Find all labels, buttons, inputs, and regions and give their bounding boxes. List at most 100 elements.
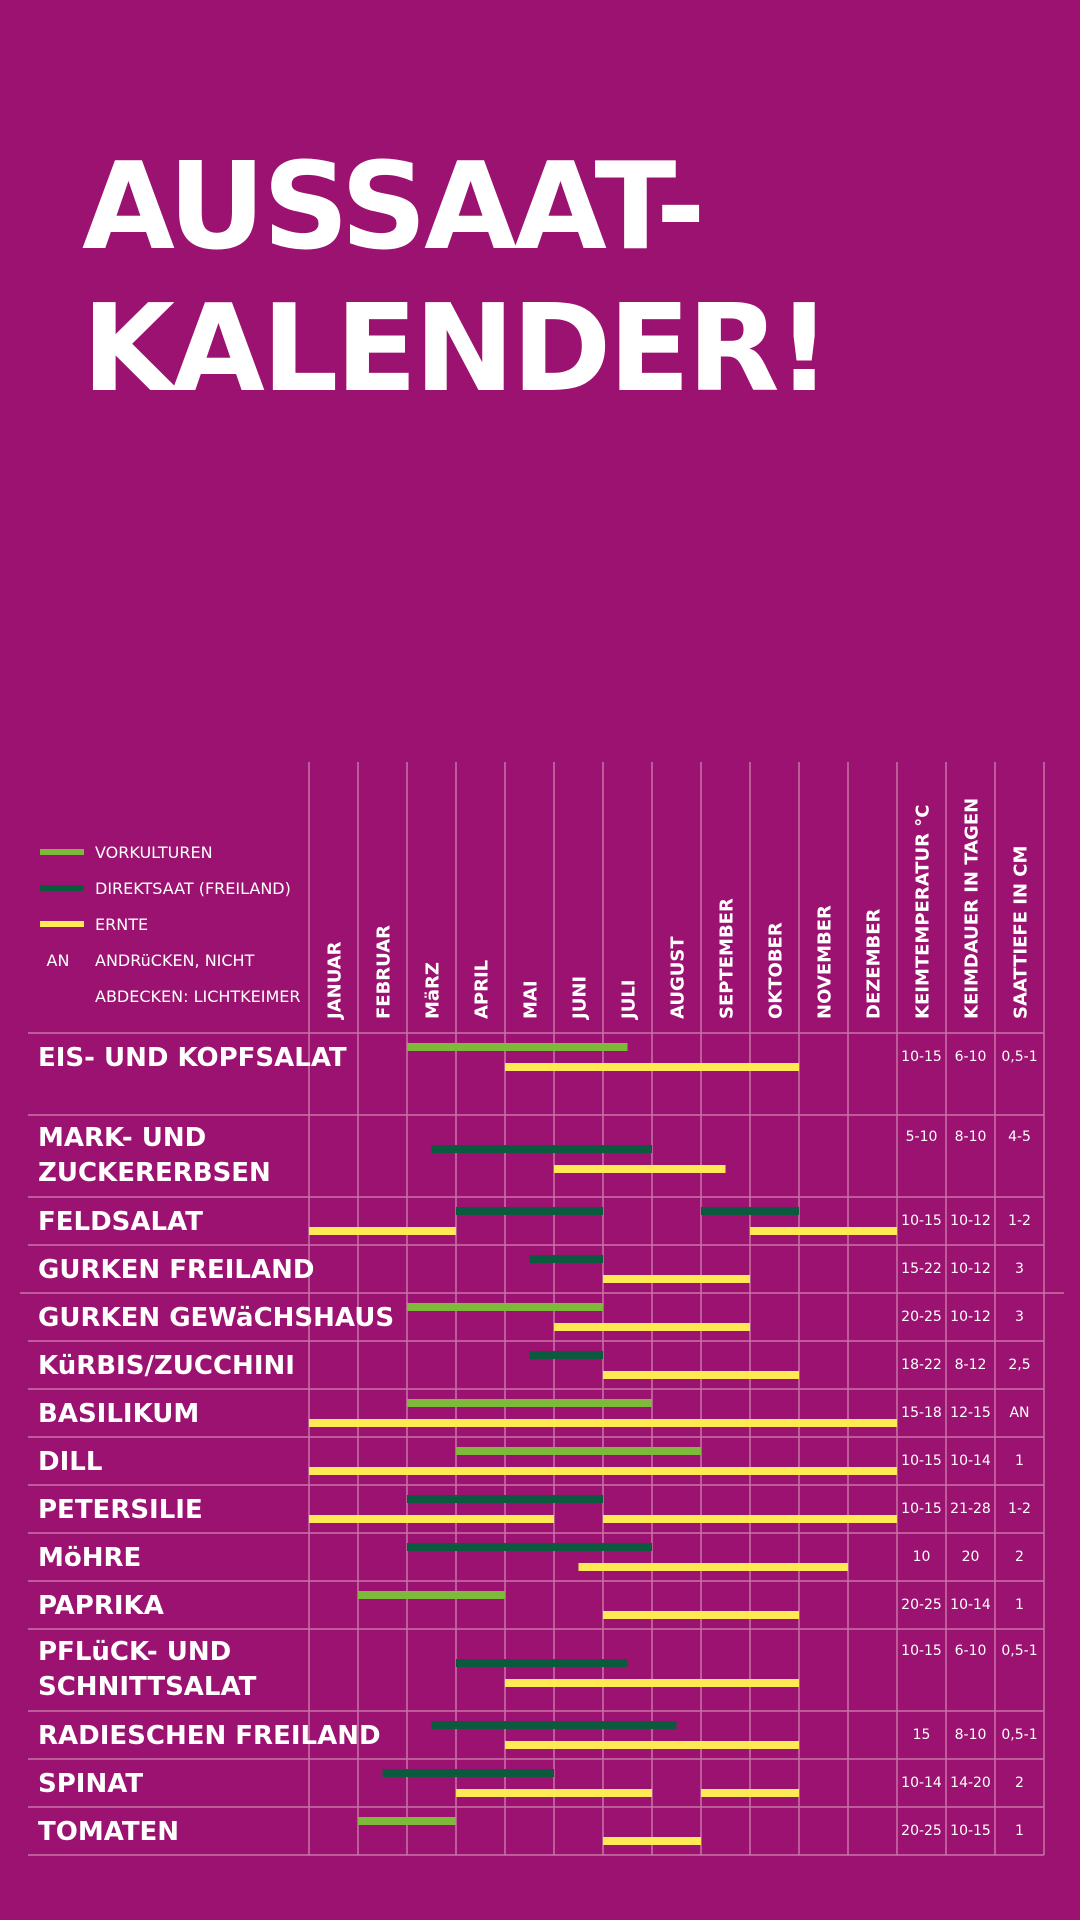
value-saattiefe: 3 (1015, 1261, 1024, 1277)
value-keimdauer: 6-10 (955, 1049, 987, 1065)
bar-ernte (750, 1227, 897, 1235)
month-header: AUGUST (668, 936, 689, 1019)
value-saattiefe: 0,5-1 (1001, 1049, 1037, 1065)
bar-direktsaat (407, 1543, 652, 1551)
bar-ernte (309, 1515, 554, 1523)
month-header: MäRZ (423, 962, 444, 1019)
row-label: EIS- UND KOPFSALAT (38, 1043, 347, 1073)
bar-direktsaat (456, 1207, 603, 1215)
row-label: PETERSILIE (38, 1495, 203, 1525)
bar-ernte (309, 1467, 897, 1475)
month-header: NOVEMBER (815, 905, 836, 1019)
value-keimdauer: 21-28 (950, 1501, 991, 1517)
bar-ernte (701, 1789, 799, 1797)
bar-ernte (554, 1323, 750, 1331)
value-saattiefe: 2 (1015, 1775, 1024, 1791)
row-label: GURKEN GEWäCHSHAUS (38, 1303, 394, 1333)
title-line-1: AUSSAAT- (82, 138, 706, 277)
value-keimdauer: 14-20 (950, 1775, 991, 1791)
row-label: DILL (38, 1447, 102, 1477)
row-label: RADIESCHEN FREILAND (38, 1721, 381, 1751)
title-line-2: KALENDER! (82, 280, 831, 419)
row-label: MöHRE (38, 1543, 141, 1573)
value-saattiefe: 2 (1015, 1549, 1024, 1565)
value-keimdauer: 8-10 (955, 1727, 987, 1743)
value-saattiefe: 1-2 (1008, 1501, 1031, 1517)
value-keimtemperatur: 10-15 (901, 1213, 942, 1229)
column-header: KEIMDAUER IN TAGEN (962, 798, 983, 1019)
legend-symbol-an: AN (47, 951, 70, 970)
value-keimdauer: 6-10 (955, 1643, 987, 1659)
legend-label-an: ANDRüCKEN, NICHT (95, 951, 255, 970)
month-header: MAI (521, 980, 542, 1019)
legend-label-an-2: ABDECKEN: LICHTKEIMER (95, 987, 301, 1006)
row-label: KüRBIS/ZUCCHINI (38, 1351, 295, 1381)
value-keimtemperatur: 5-10 (906, 1129, 938, 1145)
value-keimdauer: 8-10 (955, 1129, 987, 1145)
value-keimtemperatur: 20-25 (901, 1309, 942, 1325)
value-keimtemperatur: 18-22 (901, 1357, 942, 1373)
value-keimtemperatur: 20-25 (901, 1823, 942, 1839)
row-label: PFLüCK- UND (38, 1637, 231, 1667)
bar-vorkulturen (456, 1447, 701, 1455)
month-header: DEZEMBER (864, 908, 885, 1019)
bar-vorkulturen (407, 1043, 628, 1051)
value-keimdauer: 10-15 (950, 1823, 991, 1839)
bar-direktsaat (456, 1659, 628, 1667)
value-keimdauer: 10-14 (950, 1453, 991, 1469)
bar-ernte (603, 1371, 799, 1379)
value-saattiefe: 4-5 (1008, 1129, 1031, 1145)
value-keimdauer: 8-12 (955, 1357, 987, 1373)
bar-ernte (309, 1419, 897, 1427)
value-saattiefe: 0,5-1 (1001, 1727, 1037, 1743)
month-header: JUNI (570, 976, 591, 1021)
row-label: FELDSALAT (38, 1207, 203, 1237)
row-label: PAPRIKA (38, 1591, 164, 1621)
month-header: SEPTEMBER (717, 898, 738, 1019)
legend-label-direktsaat: DIREKTSAAT (FREILAND) (95, 879, 291, 898)
value-keimtemperatur: 10-15 (901, 1501, 942, 1517)
bar-ernte (603, 1611, 799, 1619)
month-header: FEBRUAR (374, 925, 395, 1019)
value-saattiefe: 0,5-1 (1001, 1643, 1037, 1659)
bar-vorkulturen (358, 1591, 505, 1599)
value-saattiefe: 3 (1015, 1309, 1024, 1325)
value-saattiefe: 1 (1015, 1453, 1024, 1469)
bar-direktsaat (382, 1769, 554, 1777)
row-label: SPINAT (38, 1769, 143, 1799)
value-saattiefe: AN (1009, 1405, 1029, 1421)
value-saattiefe: 1 (1015, 1597, 1024, 1613)
row-label: BASILIKUM (38, 1399, 199, 1429)
bar-ernte (603, 1275, 750, 1283)
value-keimtemperatur: 10-15 (901, 1049, 942, 1065)
legend-swatch-vorkulturen (40, 849, 84, 855)
bar-vorkulturen (358, 1817, 456, 1825)
legend-swatch-direktsaat (40, 885, 84, 891)
value-keimtemperatur: 10 (913, 1549, 931, 1565)
month-header: OKTOBER (766, 922, 787, 1019)
bar-vorkulturen (407, 1399, 652, 1407)
bar-direktsaat (407, 1495, 603, 1503)
bar-ernte (309, 1227, 456, 1235)
month-header: JANUAR (325, 941, 346, 1021)
value-keimdauer: 10-12 (950, 1213, 991, 1229)
bar-ernte (603, 1515, 897, 1523)
row-label: GURKEN FREILAND (38, 1255, 314, 1285)
value-keimdauer: 10-12 (950, 1261, 991, 1277)
bar-ernte (578, 1563, 848, 1571)
bar-direktsaat (529, 1351, 603, 1359)
value-saattiefe: 1-2 (1008, 1213, 1031, 1229)
value-keimdauer: 10-12 (950, 1309, 991, 1325)
month-header: JULI (619, 980, 640, 1021)
legend-label-ernte: ERNTE (95, 915, 148, 934)
value-keimtemperatur: 10-15 (901, 1643, 942, 1659)
row-label: MARK- UND (38, 1123, 206, 1153)
value-keimdauer: 10-14 (950, 1597, 991, 1613)
row-label: TOMATEN (38, 1817, 179, 1847)
value-keimtemperatur: 20-25 (901, 1597, 942, 1613)
row-label: SCHNITTSALAT (38, 1672, 257, 1702)
value-keimtemperatur: 15 (913, 1727, 931, 1743)
bar-ernte (603, 1837, 701, 1845)
value-saattiefe: 1 (1015, 1823, 1024, 1839)
